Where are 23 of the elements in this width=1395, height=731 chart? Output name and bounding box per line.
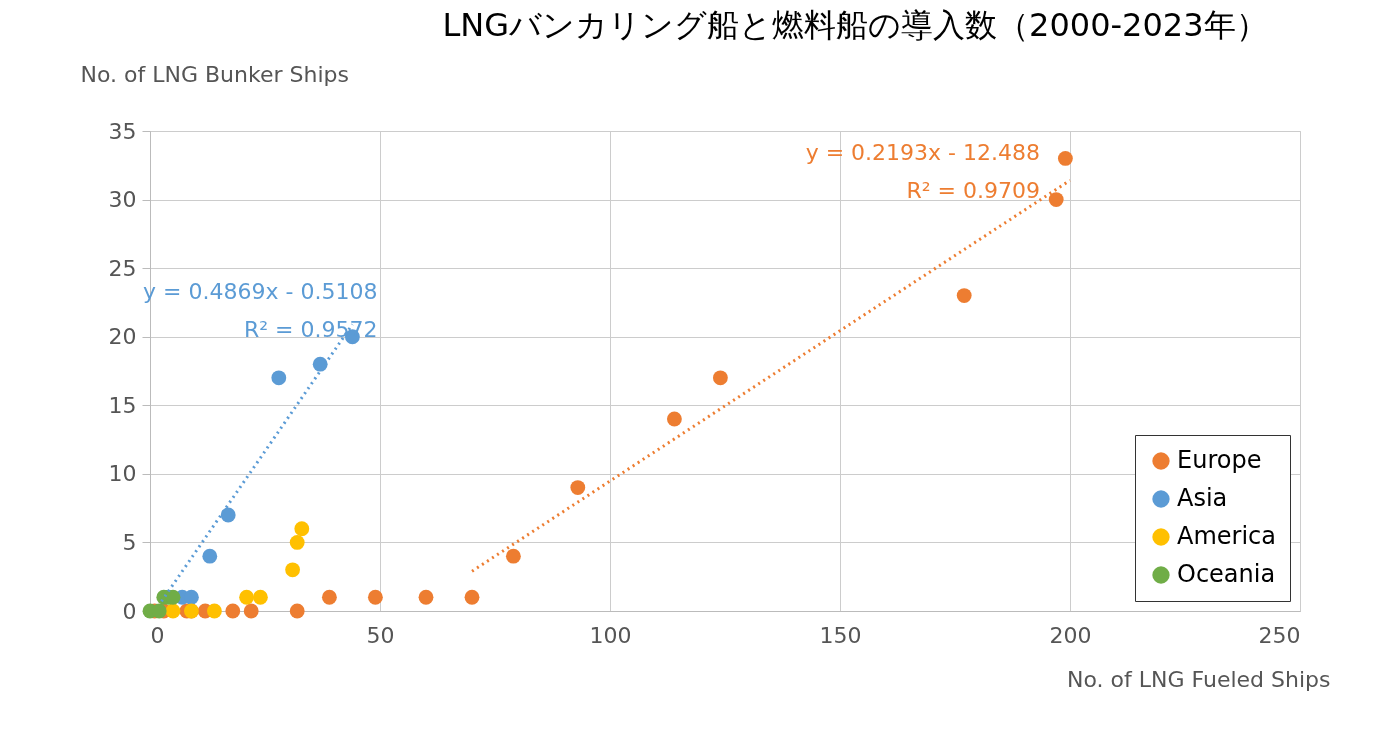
legend-label: Europe (1177, 446, 1262, 474)
y-tick-label: 5 (122, 529, 137, 555)
x-tick-label: 50 (366, 622, 395, 648)
y-tick-label: 0 (122, 598, 137, 624)
y-tick-label: 35 (108, 118, 137, 144)
x-tick-label: 250 (1258, 622, 1301, 648)
y-tick-label: 15 (108, 392, 137, 418)
y-tick-label: 10 (108, 461, 137, 487)
x-tick-label: 150 (819, 622, 862, 648)
annotation: y = 0.4869x - 0.5108 R² = 0.9572 (143, 279, 378, 343)
x-tick-label: 100 (589, 622, 632, 648)
y-tick-label: 25 (108, 255, 137, 281)
y-axis-title: No. of LNG Bunker Ships (80, 61, 349, 87)
x-tick-label: 200 (1049, 622, 1092, 648)
y-tick-label: 30 (108, 187, 137, 213)
chart-title: LNGバンカリング船と燃料船の導入数（2000-2023年） (442, 6, 1268, 44)
x-tick-label: 0 (150, 622, 165, 648)
x-axis-title: No. of LNG Fueled Ships (1067, 666, 1331, 692)
annotation: y = 0.2193x - 12.488 R² = 0.9709 (805, 140, 1040, 204)
legend-label: Oceania (1177, 560, 1276, 588)
legend-label: America (1177, 522, 1276, 550)
y-tick-label: 20 (108, 324, 137, 350)
legend-label: Asia (1177, 484, 1228, 512)
